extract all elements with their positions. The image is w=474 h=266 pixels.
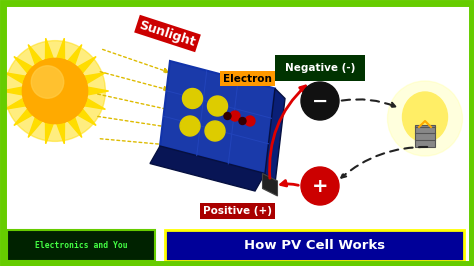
Polygon shape (150, 146, 265, 191)
Polygon shape (5, 73, 26, 84)
Polygon shape (84, 73, 105, 84)
Ellipse shape (402, 92, 447, 142)
Circle shape (224, 113, 231, 119)
Polygon shape (1, 87, 23, 95)
Text: +: + (312, 177, 328, 196)
Polygon shape (46, 38, 53, 60)
Polygon shape (46, 122, 53, 144)
Text: How PV Cell Works: How PV Cell Works (244, 239, 385, 252)
Circle shape (22, 59, 88, 123)
Polygon shape (77, 57, 96, 73)
Polygon shape (77, 109, 96, 126)
Circle shape (180, 116, 200, 136)
Text: Sunlight: Sunlight (137, 18, 197, 49)
Text: Electron: Electron (223, 73, 272, 84)
Polygon shape (57, 122, 64, 144)
Polygon shape (263, 173, 277, 196)
Polygon shape (57, 38, 64, 60)
Polygon shape (265, 89, 285, 184)
Polygon shape (68, 45, 82, 65)
Polygon shape (14, 109, 33, 126)
Polygon shape (87, 87, 109, 95)
Circle shape (22, 59, 88, 123)
Circle shape (230, 111, 240, 121)
Circle shape (245, 116, 255, 126)
Circle shape (31, 66, 64, 98)
Circle shape (239, 118, 246, 124)
Circle shape (5, 41, 105, 141)
Text: Positive (+): Positive (+) (203, 206, 272, 216)
Polygon shape (28, 117, 42, 138)
FancyBboxPatch shape (165, 230, 464, 261)
Circle shape (205, 121, 225, 141)
Text: Negative (-): Negative (-) (285, 63, 355, 73)
Polygon shape (5, 98, 26, 109)
Polygon shape (14, 57, 33, 73)
Polygon shape (68, 117, 82, 138)
Text: Electronics and You: Electronics and You (35, 241, 128, 250)
Ellipse shape (388, 81, 463, 156)
FancyBboxPatch shape (415, 124, 435, 147)
Circle shape (301, 82, 339, 120)
Circle shape (182, 89, 202, 109)
FancyBboxPatch shape (275, 55, 365, 81)
Polygon shape (84, 98, 105, 109)
Polygon shape (28, 45, 42, 65)
Polygon shape (160, 61, 275, 173)
Text: −: − (312, 92, 328, 110)
Circle shape (301, 167, 339, 205)
FancyBboxPatch shape (8, 230, 155, 261)
Circle shape (208, 96, 228, 116)
